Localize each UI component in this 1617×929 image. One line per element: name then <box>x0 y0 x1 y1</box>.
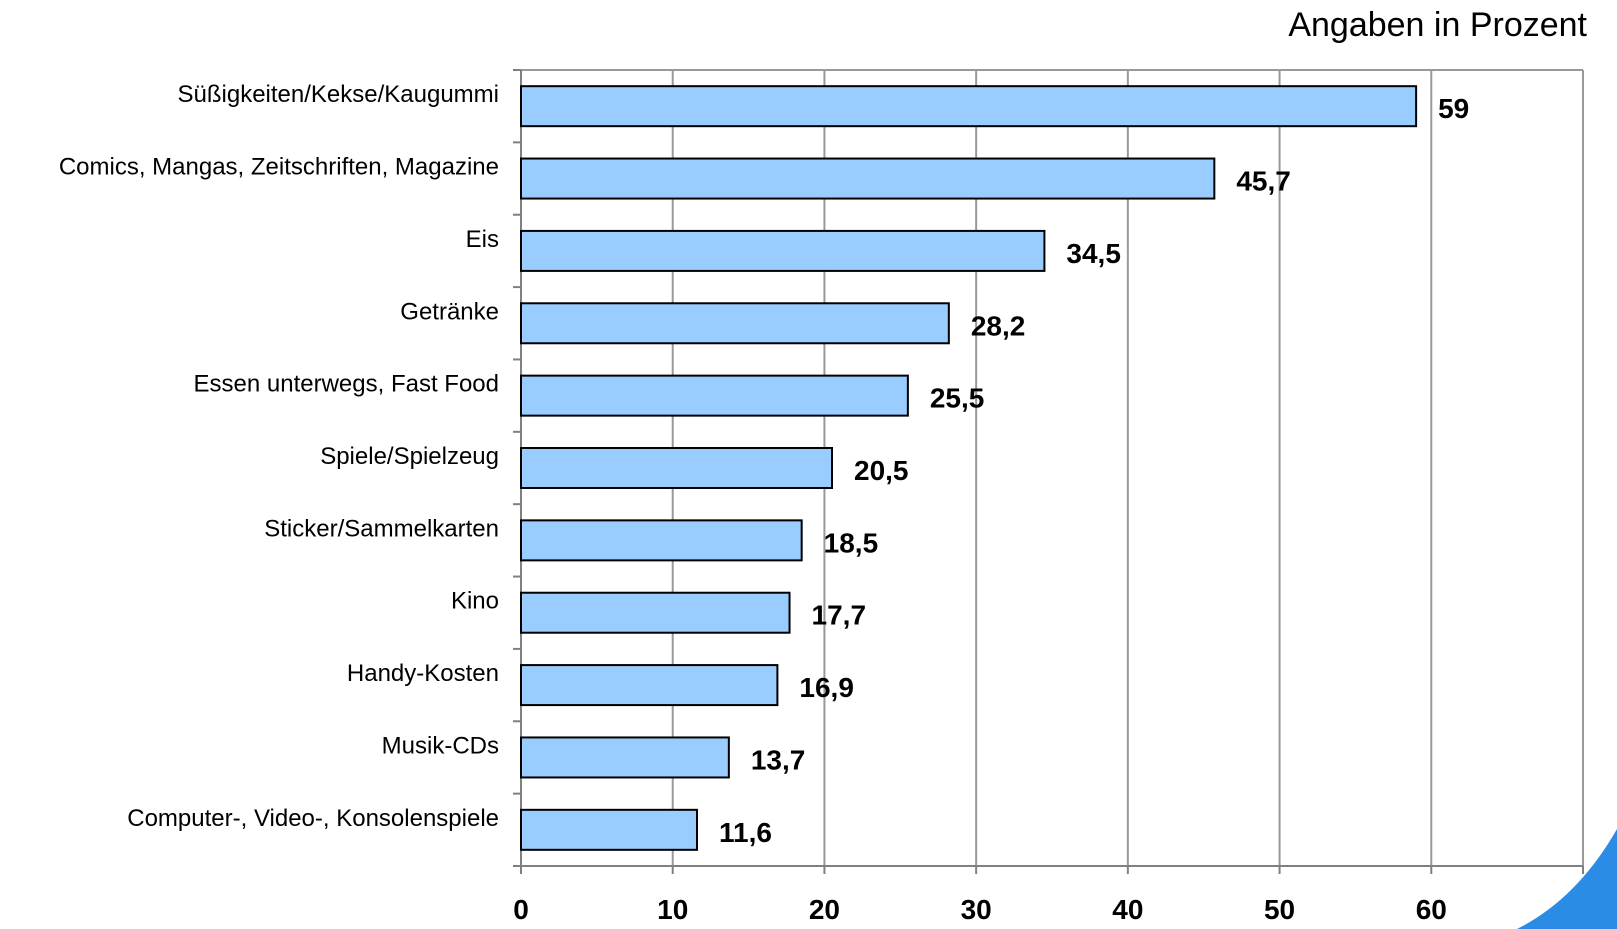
bar <box>520 85 1418 128</box>
x-tick-label: 10 <box>657 894 688 925</box>
category-label: Musik-CDs <box>382 732 499 759</box>
data-label: 25,5 <box>930 383 985 414</box>
corner-decoration <box>1517 829 1617 929</box>
bar <box>520 229 1046 272</box>
data-label: 13,7 <box>751 744 806 775</box>
bar <box>520 808 698 851</box>
category-label: Getränke <box>400 298 499 325</box>
data-label: 45,7 <box>1236 166 1291 197</box>
bar <box>520 519 803 562</box>
data-label: 59 <box>1438 93 1469 124</box>
data-label: 11,6 <box>719 817 772 848</box>
unit-note: Angaben in Prozent <box>1288 6 1587 44</box>
bar <box>520 157 1216 200</box>
category-label: Essen unterwegs, Fast Food <box>194 371 499 398</box>
data-label: 20,5 <box>854 455 909 486</box>
bar <box>520 664 779 707</box>
data-label: 18,5 <box>824 527 879 558</box>
category-label: Handy-Kosten <box>347 660 499 687</box>
corner-swoosh <box>1517 829 1617 929</box>
category-label: Kino <box>451 588 499 615</box>
data-label: 17,7 <box>812 600 867 631</box>
x-tick-label: 30 <box>961 894 992 925</box>
x-tick-label: 20 <box>809 894 840 925</box>
x-tick-label: 50 <box>1264 894 1295 925</box>
bar <box>520 302 950 345</box>
x-tick-label: 60 <box>1416 894 1447 925</box>
bar <box>520 591 791 634</box>
bar <box>520 374 909 417</box>
category-label: Sticker/Sammelkarten <box>264 515 499 542</box>
bar <box>520 447 834 489</box>
category-label: Spiele/Spielzeug <box>320 443 499 470</box>
data-label: 28,2 <box>971 310 1025 341</box>
category-label: Computer-, Video-, Konsolenspiele <box>127 805 499 832</box>
data-label: 16,9 <box>799 672 854 703</box>
category-label: Eis <box>466 226 499 253</box>
x-tick-label: 0 <box>513 894 529 925</box>
category-label: Süßigkeiten/Kekse/Kaugummi <box>178 81 500 108</box>
data-label: 34,5 <box>1066 238 1121 269</box>
bar <box>520 736 730 779</box>
x-tick-label: 40 <box>1112 894 1143 925</box>
category-label: Comics, Mangas, Zeitschriften, Magazine <box>59 154 499 181</box>
